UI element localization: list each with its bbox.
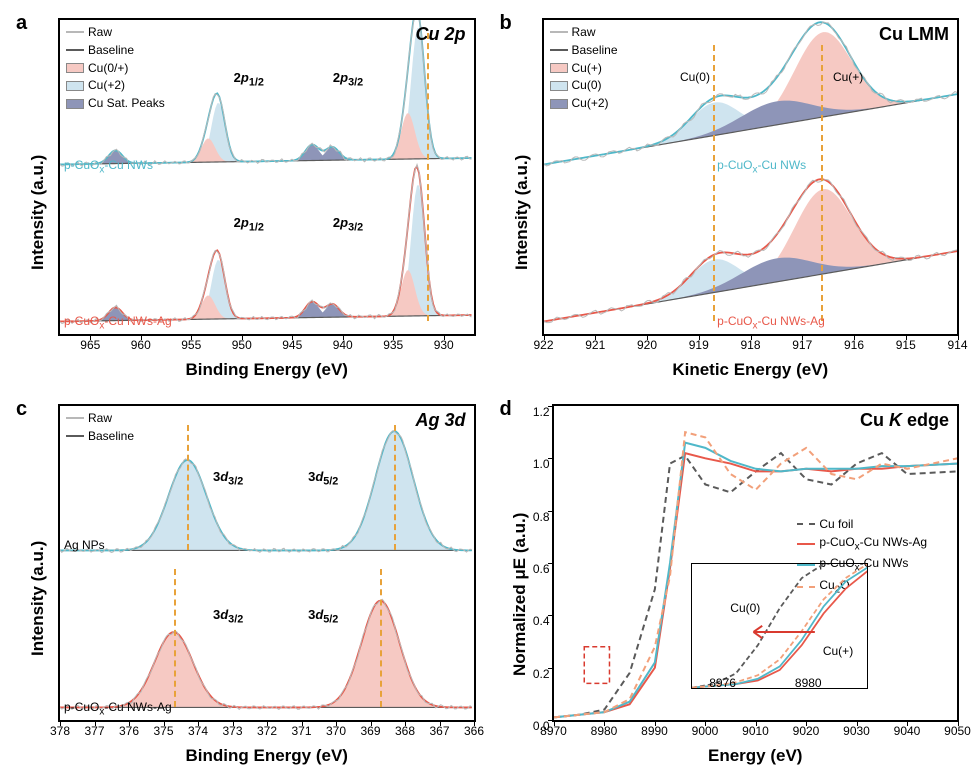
plot-area-c: Ag 3d RawBaseline 3d3/2 3d5/2 3d3/2 3d5/… bbox=[58, 404, 476, 722]
legend-c: RawBaseline bbox=[66, 410, 134, 446]
plot-area-a: Cu 2p RawBaselineCu(0/+)Cu(+2)Cu Sat. Pe… bbox=[58, 18, 476, 336]
plot-area-b: Cu LMM RawBaselineCu(+)Cu(0)Cu(+2) Cu(0)… bbox=[542, 18, 960, 336]
trace-label-a1: p-CuOx-Cu NWs-Ag bbox=[64, 314, 172, 331]
guide-c2 bbox=[394, 425, 396, 551]
legend-b: RawBaselineCu(+)Cu(0)Cu(+2) bbox=[550, 24, 618, 113]
title-c: Ag 3d bbox=[415, 410, 465, 431]
svg-d-inset bbox=[692, 564, 868, 688]
ylabel-a: Intensity (a.u.) bbox=[28, 110, 48, 270]
panel-c: c Intensity (a.u.) Ag 3d RawBaseline 3d3… bbox=[10, 396, 482, 770]
ylabel-c: Intensity (a.u.) bbox=[28, 496, 48, 656]
trace-label-b1: p-CuOx-Cu NWs-Ag bbox=[717, 314, 825, 331]
guide-c1 bbox=[187, 425, 189, 551]
annot-3d32-t: 3d3/2 bbox=[213, 469, 243, 488]
panel-tag-c: c bbox=[16, 398, 27, 421]
legend-a: RawBaselineCu(0/+)Cu(+2)Cu Sat. Peaks bbox=[66, 24, 165, 113]
title-b: Cu LMM bbox=[879, 24, 949, 45]
trace-label-a0: p-CuOx-Cu NWs bbox=[64, 158, 153, 175]
trace-label-c1: p-CuOx-Cu NWs-Ag bbox=[64, 700, 172, 717]
guide-b2 bbox=[821, 45, 823, 321]
inset-cuplus: Cu(+) bbox=[823, 644, 853, 658]
guide-c4 bbox=[380, 569, 382, 707]
ylabel-b: Intensity (a.u.) bbox=[512, 110, 532, 270]
guide-b1 bbox=[713, 45, 715, 321]
inset-xt1: 8976 bbox=[709, 676, 736, 690]
annot-2p32-bot: 2p3/2 bbox=[333, 215, 363, 234]
annot-3d52-b: 3d5/2 bbox=[308, 607, 338, 626]
annot-cuplus: Cu(+) bbox=[833, 70, 863, 84]
figure-grid: a Intensity (a.u.) Cu 2p RawBaselineCu(0… bbox=[10, 10, 965, 770]
trace-label-c0: Ag NPs bbox=[64, 538, 105, 552]
xlabel-c: Binding Energy (eV) bbox=[58, 746, 476, 766]
guide-a bbox=[427, 33, 429, 322]
annot-2p12-top: 2p1/2 bbox=[234, 70, 264, 89]
xlabel-d: Energy (eV) bbox=[552, 746, 960, 766]
panel-b: b Intensity (a.u.) Cu LMM RawBaselineCu(… bbox=[494, 10, 966, 384]
panel-tag-a: a bbox=[16, 12, 27, 35]
svg-c bbox=[60, 406, 474, 720]
title-d: Cu K edge bbox=[860, 410, 949, 431]
annot-2p12-bot: 2p1/2 bbox=[234, 215, 264, 234]
panel-a: a Intensity (a.u.) Cu 2p RawBaselineCu(0… bbox=[10, 10, 482, 384]
guide-c3 bbox=[174, 569, 176, 707]
title-a: Cu 2p bbox=[415, 24, 465, 45]
annot-cu0: Cu(0) bbox=[680, 70, 710, 84]
annot-3d32-b: 3d3/2 bbox=[213, 607, 243, 626]
ylabel-d: Normalized μE (a.u.) bbox=[510, 476, 530, 676]
inset-xt2: 8980 bbox=[795, 676, 822, 690]
trace-label-b0: p-CuOx-Cu NWs bbox=[717, 158, 806, 175]
xlabel-a: Binding Energy (eV) bbox=[58, 360, 476, 380]
panel-d: d Normalized μE (a.u.) Cu K edge Cu foil… bbox=[494, 396, 966, 770]
panel-tag-b: b bbox=[500, 12, 512, 35]
inset-cu0: Cu(0) bbox=[730, 601, 760, 615]
annot-3d52-t: 3d5/2 bbox=[308, 469, 338, 488]
xlabel-b: Kinetic Energy (eV) bbox=[542, 360, 960, 380]
annot-2p32-top: 2p3/2 bbox=[333, 70, 363, 89]
inset-d: Cu(0) Cu(+) 8976 8980 bbox=[691, 563, 869, 689]
plot-area-d: Cu K edge Cu foilp-CuOx-Cu NWs-Agp-CuOx-… bbox=[552, 404, 960, 722]
panel-tag-d: d bbox=[500, 398, 512, 421]
